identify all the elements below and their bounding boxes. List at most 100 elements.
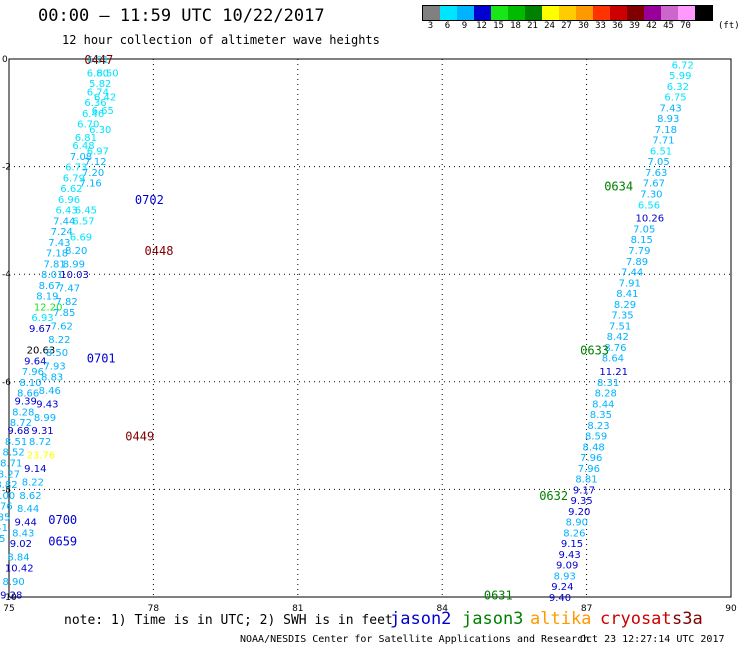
pass-time-label: 0634 [604, 179, 633, 193]
wave-height-label: 9.31 [31, 426, 53, 437]
legend-label: 9 [461, 21, 468, 31]
lat-tick-label: -6 [2, 378, 11, 388]
wave-height-label: 9.20 [568, 507, 590, 518]
pass-time-label: 0702 [135, 193, 164, 207]
wave-height-label: 9.17 [573, 485, 595, 496]
wave-height-label: 7.67 [643, 179, 665, 190]
satellite-jason3: jason3 [462, 609, 524, 629]
wave-height-label: 8.28 [595, 389, 617, 400]
wave-height-label: 7.96 [578, 464, 600, 475]
wave-height-label: 5.82 [89, 79, 111, 90]
wave-height-label: 7.81 [43, 259, 65, 270]
pass-time-label: 0633 [580, 344, 609, 358]
wave-height-label: 8.15 [631, 235, 653, 246]
wave-height-label: 8.42 [607, 332, 629, 343]
legend-label: 3 [427, 21, 434, 31]
wave-height-label: 8.93 [554, 571, 576, 582]
lon-tick-label: 81 [292, 604, 303, 614]
legend-swatch [474, 6, 491, 20]
wave-height-label: 8.82 [0, 480, 18, 491]
wave-height-label: 9.28 [0, 590, 22, 601]
wave-height-label: 8.84 [7, 553, 29, 564]
legend-swatch [576, 6, 593, 20]
wave-height-label: 12.20 [34, 302, 63, 313]
wave-height-label: 8.67 [39, 281, 61, 292]
wave-height-label: 8.28 [12, 407, 34, 418]
wave-height-label: 6.79 [63, 173, 85, 184]
wave-height-label: 8.93 [657, 114, 679, 125]
wave-height-label: 7.96 [580, 453, 602, 464]
wave-height-label: 7.18 [46, 249, 68, 260]
wave-height-label: 6.32 [667, 82, 689, 93]
wave-height-label: 6.73 [65, 163, 87, 174]
wave-height-label: 6.93 [31, 313, 53, 324]
wave-height-label: 6.75 [664, 93, 686, 104]
pass-time-label: 0700 [48, 513, 77, 527]
lon-tick-label: 78 [148, 604, 160, 614]
pass-time-label: 0448 [145, 244, 174, 258]
wave-height-label: 9.02 [10, 539, 32, 550]
legend-swatch [423, 6, 440, 20]
legend-label: 12 [476, 21, 487, 31]
satellite-altika: altika [530, 609, 592, 629]
wave-height-label: 8.48 [583, 442, 605, 453]
wave-height-label: 8.01 [41, 270, 63, 281]
legend-swatch [627, 6, 644, 20]
wave-height-label: 6.56 [638, 200, 660, 211]
wave-height-label: 9.40 [549, 593, 571, 604]
wave-height-label: 7.63 [645, 168, 667, 179]
wave-height-label: 6.30 [89, 125, 111, 136]
legend-label: 30 [578, 21, 589, 31]
wave-height-label: 9.43 [558, 550, 580, 561]
wave-height-label: 9.44 [15, 518, 37, 529]
legend-swatch [644, 6, 661, 20]
legend-label: 45 [663, 21, 674, 31]
wave-height-label: 8.81 [575, 475, 597, 486]
satellite-s3a: s3a [672, 609, 703, 629]
legend-swatch [491, 6, 508, 20]
wave-height-label: 8.71 [0, 459, 22, 470]
wave-height-label: 7.05 [633, 224, 655, 235]
wave-height-label: 6.72 [672, 60, 694, 71]
wave-height-label: 7.89 [626, 257, 648, 268]
wave-height-label: 8.35 [590, 410, 612, 421]
wave-height-label: 7.43 [660, 103, 682, 114]
wave-height-label: 8.72 [29, 437, 51, 448]
wave-height-label: 8.76 [604, 343, 626, 354]
wave-height-label: 7.93 [43, 362, 65, 373]
wave-height-label: 8.76 [0, 502, 13, 513]
wave-height-label: 9.15 [561, 539, 583, 550]
legend-swatch [559, 6, 576, 20]
wave-height-label: 8.72 [10, 418, 32, 429]
legend-swatch [457, 6, 474, 20]
lat-tick-label: 0 [2, 55, 8, 65]
satellite-cryosat: cryosat [600, 609, 672, 629]
wave-height-label: 7.82 [55, 297, 77, 308]
pass-time-label: 0632 [539, 489, 568, 503]
wave-height-label: 23.76 [27, 450, 56, 461]
wave-height-label: 8.43 [12, 528, 34, 539]
wave-height-label: 6.57 [72, 216, 94, 227]
legend-label: 36 [612, 21, 623, 31]
wave-height-label: 8.64 [602, 354, 624, 365]
wave-height-label: 8.22 [22, 477, 44, 488]
wave-height-label: 7.44 [53, 216, 75, 227]
wave-height-label: 9.24 [551, 582, 573, 593]
color-legend [422, 5, 713, 21]
wave-height-label: 6.43 [55, 206, 77, 217]
wave-height-label: 9.43 [36, 399, 58, 410]
wave-height-label: 7.16 [80, 179, 102, 190]
wave-height-label: 8.31 [597, 378, 619, 389]
footer-note: note: 1) Time is in UTC; 2) SWH is in fe… [64, 613, 393, 628]
wave-height-label: 10.26 [635, 214, 664, 225]
lon-tick-label: 87 [581, 604, 592, 614]
wave-height-label: 8.99 [63, 259, 85, 270]
wave-height-label: 8.29 [614, 300, 636, 311]
wave-height-label: 6.70 [77, 120, 99, 131]
legend-label: 27 [561, 21, 572, 31]
wave-height-label: 8.46 [39, 386, 61, 397]
wave-height-label: 8.44 [592, 399, 614, 410]
wave-height-label: 5.99 [669, 71, 691, 82]
lat-tick-label: -2 [2, 163, 11, 173]
wave-height-label: 8.90 [566, 518, 588, 529]
